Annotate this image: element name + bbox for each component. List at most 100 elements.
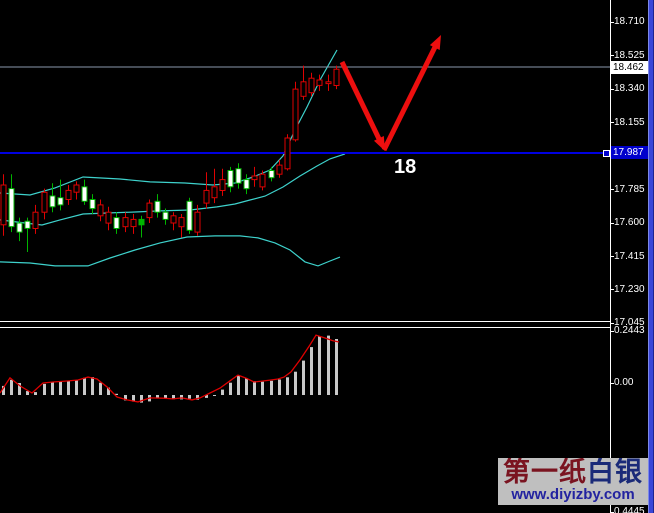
histogram-bar xyxy=(75,380,78,395)
price-axis-tick xyxy=(610,322,614,324)
candle-body xyxy=(162,211,169,220)
candle-body xyxy=(8,188,15,228)
histogram-bar xyxy=(164,395,167,399)
candle-body xyxy=(259,173,266,188)
histogram-bar xyxy=(278,379,281,395)
histogram-bar xyxy=(205,395,208,398)
indicator-axis-label: 0.00 xyxy=(614,377,634,388)
indicator-axis-tick xyxy=(610,382,614,384)
histogram-bar xyxy=(245,378,248,395)
panel-separator-top[interactable] xyxy=(0,321,610,322)
price-axis-label: 17.785 xyxy=(614,183,645,195)
price-axis-label: 17.600 xyxy=(614,217,645,229)
histogram-bar xyxy=(318,336,321,395)
candle-body xyxy=(194,211,201,233)
price-axis-label: 18.155 xyxy=(614,116,645,128)
price-axis-tick xyxy=(610,222,614,224)
histogram-bar xyxy=(229,382,232,395)
histogram-bar xyxy=(172,395,175,400)
candle-body xyxy=(113,217,120,230)
candle-body xyxy=(32,211,39,229)
price-axis-tick xyxy=(610,88,614,90)
watermark-title-part2: 白银 xyxy=(587,458,643,487)
watermark-url: www.diyizby.com xyxy=(511,486,635,503)
histogram-bar xyxy=(67,380,70,395)
histogram-bar xyxy=(237,375,240,395)
histogram-bar xyxy=(310,347,313,395)
candle-body xyxy=(57,197,64,206)
forecast-arrow-stroke[interactable] xyxy=(339,60,384,145)
histogram-bar xyxy=(294,371,297,395)
window-right-border xyxy=(648,0,654,513)
forecast-arrowhead[interactable] xyxy=(373,136,385,151)
histogram-bar xyxy=(302,360,305,395)
histogram-bar xyxy=(124,395,127,401)
histogram-bar xyxy=(213,395,216,396)
forecast-arrowhead[interactable] xyxy=(429,35,441,50)
candle-body xyxy=(186,200,193,231)
price-axis-label: 17.230 xyxy=(614,283,645,295)
histogram-bar xyxy=(83,377,86,395)
support-level-annotation[interactable]: 18 xyxy=(394,156,417,178)
candle-body xyxy=(154,200,161,213)
indicator-axis-label: 0.4445 xyxy=(614,506,645,513)
bollinger-upper-band xyxy=(0,49,338,196)
price-axis-tick xyxy=(610,189,614,191)
candle-body xyxy=(89,199,96,210)
candle-body xyxy=(73,184,80,193)
forecast-arrow-stroke[interactable] xyxy=(381,43,439,152)
price-axis-tick xyxy=(610,122,614,124)
hline-drag-handle[interactable] xyxy=(603,150,610,157)
candle-body xyxy=(49,195,56,208)
histogram-bar xyxy=(140,395,143,403)
candle-body xyxy=(0,184,7,226)
indicator-axis-tick xyxy=(610,330,614,332)
candle-body xyxy=(211,186,218,199)
indicator-axis-tick xyxy=(610,511,614,513)
candle-body xyxy=(333,68,340,86)
histogram-bar xyxy=(188,395,191,399)
signal-line xyxy=(0,334,340,403)
candle-body xyxy=(105,211,112,224)
price-axis-tick xyxy=(610,289,614,291)
candle-body xyxy=(219,179,226,192)
histogram-bar xyxy=(91,377,94,395)
watermark-title: 第一纸白银 xyxy=(498,458,648,487)
price-axis-tick xyxy=(610,55,614,57)
candle-body xyxy=(138,218,145,226)
histogram-bar xyxy=(107,387,110,395)
candle-body xyxy=(97,204,104,217)
candle-body xyxy=(203,189,210,204)
price-axis-label: 18.340 xyxy=(614,83,645,95)
candle-body xyxy=(170,215,177,224)
bollinger-middle-band xyxy=(0,153,346,226)
candle-body xyxy=(268,170,275,179)
indicator-axis-label: 0.2443 xyxy=(614,325,645,336)
price-axis-label: 17.045 xyxy=(614,317,645,329)
forecast-arrow[interactable] xyxy=(339,35,441,152)
candle-body xyxy=(178,217,185,228)
price-axis-tick xyxy=(610,21,614,23)
candle-body xyxy=(325,81,332,85)
histogram-bar xyxy=(43,383,46,395)
histogram-bar xyxy=(99,382,102,395)
price-axis-label: 17.415 xyxy=(614,250,645,262)
histogram-bar xyxy=(221,389,224,395)
histogram-bar xyxy=(286,377,289,395)
histogram-bar xyxy=(261,381,264,395)
histogram-bar xyxy=(51,382,54,395)
histogram-bar xyxy=(18,383,21,395)
candle-body xyxy=(130,218,137,228)
candle-body xyxy=(308,77,315,94)
histogram-bar xyxy=(34,392,37,395)
histogram-bar xyxy=(2,385,5,395)
candle-body xyxy=(146,202,153,219)
candle-body xyxy=(16,222,23,233)
histogram-bar xyxy=(132,395,135,402)
histogram-bar xyxy=(270,380,273,395)
histogram-bar xyxy=(59,381,62,395)
histogram-layer xyxy=(2,335,338,403)
panel-separator-bottom[interactable] xyxy=(0,327,610,328)
histogram-bar xyxy=(26,391,29,395)
